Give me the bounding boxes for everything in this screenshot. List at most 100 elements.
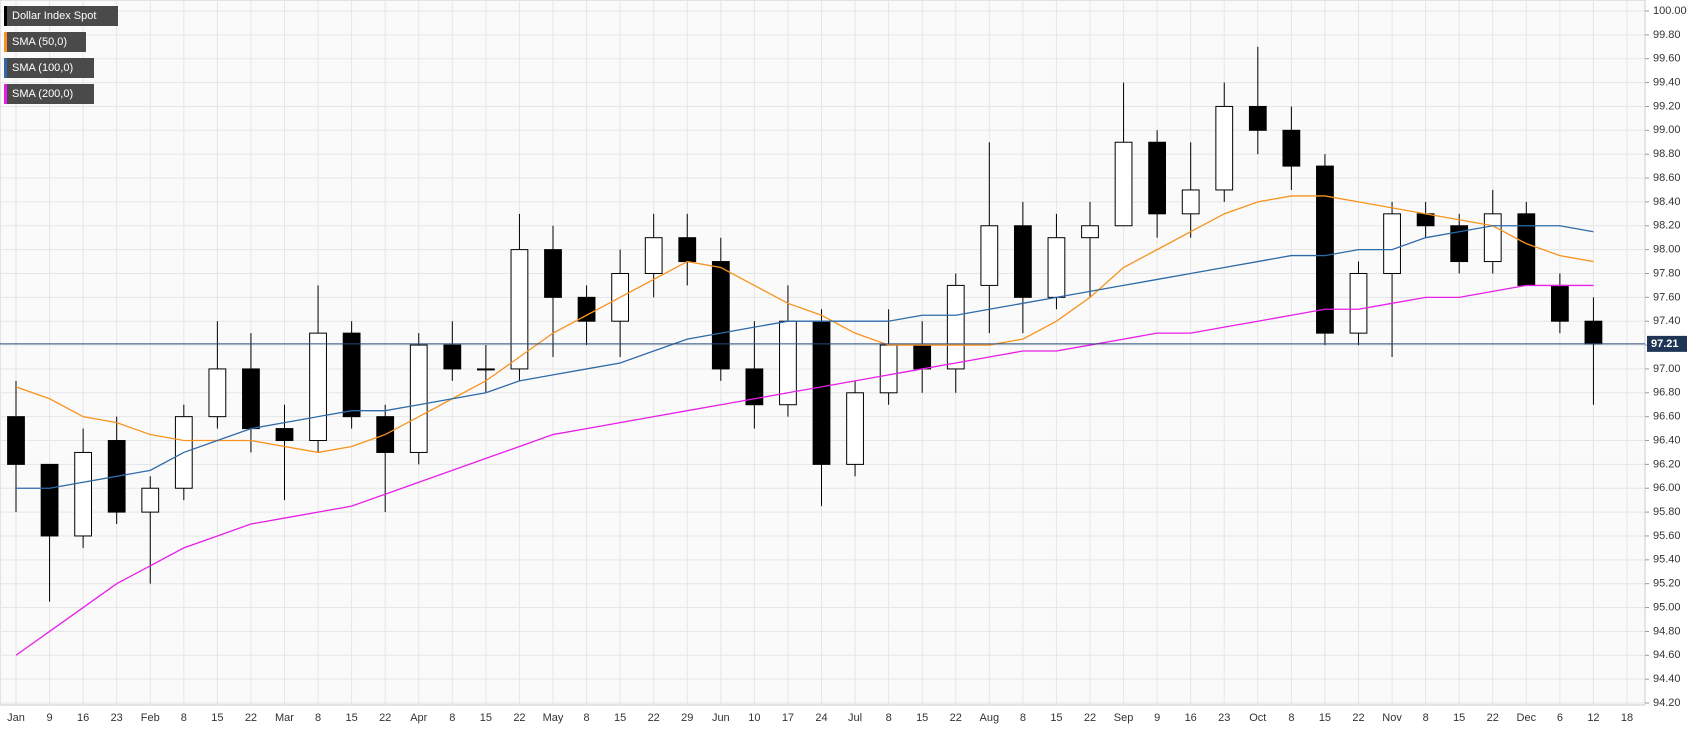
candle-body [1215, 105, 1234, 191]
x-tick-label: 22 [1487, 712, 1499, 724]
x-tick-label: 22 [648, 712, 660, 724]
candle-body [309, 332, 327, 442]
x-tick-label: Mar [275, 712, 294, 724]
candle-body [1181, 189, 1200, 215]
candle-body [913, 344, 932, 370]
legend-label: SMA (100,0) [12, 62, 73, 74]
y-tick-label: 97.60 [1653, 291, 1681, 303]
x-tick-label: Aug [980, 712, 1000, 724]
y-tick-label: 98.40 [1653, 196, 1681, 208]
legend-swatch [4, 84, 7, 104]
y-tick-label: 96.60 [1653, 411, 1681, 423]
legend-label: SMA (50,0) [12, 36, 67, 48]
candle-body [1148, 141, 1167, 215]
y-tick-label: 94.40 [1653, 673, 1681, 685]
candle-body [1550, 284, 1569, 322]
candle-body [980, 225, 999, 286]
candle-body [577, 296, 596, 322]
y-tick-label: 95.80 [1653, 506, 1681, 518]
x-tick-label: 15 [346, 712, 358, 724]
x-tick-label: 6 [1557, 712, 1563, 724]
x-tick-label: 8 [181, 712, 187, 724]
y-tick-label: 95.00 [1653, 601, 1681, 613]
sma-line [15, 195, 1594, 454]
x-tick-label: 12 [1587, 712, 1599, 724]
x-tick-label: 18 [1621, 712, 1633, 724]
x-tick-label: 22 [1084, 712, 1096, 724]
x-tick-label: 22 [950, 712, 962, 724]
x-tick-label: 22 [245, 712, 257, 724]
candle-body [443, 344, 462, 370]
y-tick-label: 94.60 [1653, 649, 1681, 661]
candle-body [1316, 165, 1334, 334]
x-tick-label: 22 [513, 712, 525, 724]
y-tick-label: 99.40 [1653, 76, 1681, 88]
x-tick-label: 23 [111, 712, 123, 724]
candle-body [812, 320, 831, 465]
sma-line [15, 284, 1594, 656]
y-tick-label: 99.80 [1653, 29, 1681, 41]
candle-body [1416, 213, 1435, 227]
x-tick-label: 8 [1288, 712, 1294, 724]
y-tick-label: 97.40 [1653, 315, 1681, 327]
candle-body [544, 249, 562, 298]
x-tick-label: Jan [7, 712, 25, 724]
last-price-box [1647, 335, 1687, 352]
legend-swatch [4, 58, 7, 78]
y-tick-label: 95.40 [1653, 554, 1681, 566]
x-tick-label: 15 [916, 712, 928, 724]
x-tick-label: 10 [748, 712, 760, 724]
candle-body [644, 237, 663, 274]
y-tick-label: 95.60 [1653, 530, 1681, 542]
y-tick-label: 97.00 [1653, 363, 1681, 375]
candle-body [879, 344, 898, 394]
candle-body [74, 451, 93, 537]
x-tick-label: 17 [782, 712, 794, 724]
y-tick-label: 97.80 [1653, 267, 1681, 279]
candle-body [275, 428, 294, 442]
candle-body [1383, 213, 1401, 274]
x-tick-label: Dec [1517, 712, 1537, 724]
y-tick-label: 95.20 [1653, 578, 1681, 590]
x-tick-label: Nov [1382, 712, 1402, 724]
y-tick-label: 96.00 [1653, 482, 1681, 494]
candle-body [1517, 213, 1536, 286]
x-tick-label: Jun [712, 712, 730, 724]
x-tick-label: 15 [1050, 712, 1062, 724]
y-tick-label: 98.20 [1653, 220, 1681, 232]
y-tick-label: 96.80 [1653, 387, 1681, 399]
candle-body [40, 463, 59, 537]
candle-body [1047, 237, 1066, 298]
x-tick-label: 15 [614, 712, 626, 724]
candle-body [342, 332, 361, 418]
x-tick-label: 23 [1218, 712, 1230, 724]
x-tick-label: 16 [77, 712, 89, 724]
candle-body [476, 368, 495, 371]
y-tick-label: 98.00 [1653, 244, 1681, 256]
candle-body [1483, 213, 1502, 263]
y-tick-label: 96.20 [1653, 458, 1681, 470]
y-tick-label: 96.40 [1653, 434, 1681, 446]
y-tick-label: 99.60 [1653, 53, 1681, 65]
candle-body [1584, 320, 1603, 345]
legend-label: Dollar Index Spot [12, 10, 96, 22]
x-tick-label: 8 [1423, 712, 1429, 724]
y-tick-label: 100.00 [1653, 5, 1687, 17]
x-tick-label: 15 [480, 712, 492, 724]
candle-body [1349, 272, 1368, 334]
legend-label: SMA (200,0) [12, 88, 73, 100]
x-tick-label: Oct [1249, 712, 1266, 724]
candle-body [1248, 105, 1267, 131]
candle-body [7, 416, 25, 465]
x-tick-label: May [543, 712, 564, 724]
x-tick-label: 24 [815, 712, 827, 724]
last-price-label: 97.21 [1651, 338, 1679, 350]
candle-body [1114, 141, 1133, 227]
x-tick-label: Feb [141, 712, 160, 724]
candle-body [242, 368, 260, 430]
legend-box [4, 32, 86, 52]
candle-body [711, 261, 730, 370]
y-tick-label: 99.00 [1653, 124, 1681, 136]
legend-swatch [4, 32, 7, 52]
x-tick-label: Apr [410, 712, 427, 724]
